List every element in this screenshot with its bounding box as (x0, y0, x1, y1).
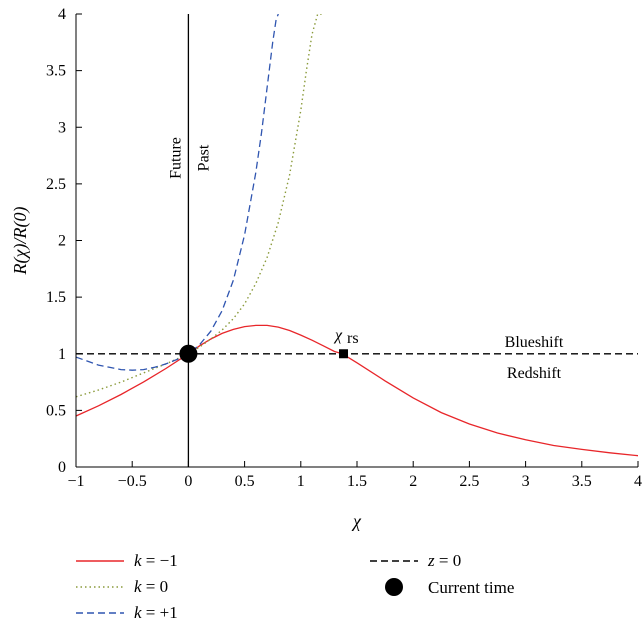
x-tick-label: −0.5 (118, 473, 147, 490)
y-tick-label: 2 (58, 233, 66, 250)
x-tick-label: 3 (522, 473, 530, 490)
x-tick-label: 1 (297, 473, 305, 490)
x-tick-label: 0.5 (235, 473, 255, 490)
y-tick-label: 1.5 (46, 289, 66, 306)
redshift-label: Redshift (507, 365, 562, 382)
axes: −1 −0.5 0 0.5 1 1.5 2 2.5 3 3.5 4 0 0.5 1 1.5 2 2.5 3 3.5 4… (10, 6, 642, 531)
legend-label-1: k = 0 (134, 577, 168, 596)
marker-current-time (179, 344, 198, 363)
x-tick-label: 2.5 (459, 473, 479, 490)
legend-label-0: k = −1 (134, 551, 178, 570)
y-tick-label: 0 (58, 459, 66, 476)
x-axis-title: χ (351, 511, 362, 531)
plot-area (76, 14, 638, 467)
legend-marker-current-time (385, 578, 403, 596)
series-line-2 (76, 14, 279, 371)
y-tick-label: 0.5 (46, 402, 66, 419)
y-tick-label: 2.5 (46, 176, 66, 193)
x-tick-label: −1 (67, 473, 84, 490)
y-tick-label: 3 (58, 119, 66, 136)
series-line-1 (76, 14, 324, 398)
future-label: Future (167, 137, 184, 179)
legend-label-2: k = +1 (134, 603, 178, 622)
x-tick-label: 1.5 (347, 473, 367, 490)
past-label: Past (195, 144, 212, 171)
y-tick-label: 1 (58, 346, 66, 363)
y-tick-label: 3.5 (46, 63, 66, 80)
chi-rs-subscript: rs (347, 330, 359, 347)
legend-label-current-time: Current time (428, 578, 514, 597)
x-tick-label: 2 (409, 473, 417, 490)
chi-rs-label: χ (333, 327, 343, 344)
legend-label-3: z = 0 (427, 551, 461, 570)
x-tick-label: 3.5 (572, 473, 592, 490)
legend: k = −1 k = 0 k = +1 z = 0 Current time (76, 551, 514, 622)
annotations: Future Past Blueshift Redshift χ rs (167, 137, 563, 382)
y-tick-label: 4 (58, 6, 66, 23)
marker-chi-rs (339, 349, 349, 359)
y-axis-title: R(χ)/R(0) (10, 207, 31, 276)
x-tick-label: 4 (634, 473, 642, 490)
blueshift-label: Blueshift (505, 334, 564, 351)
x-tick-label: 0 (184, 473, 192, 490)
